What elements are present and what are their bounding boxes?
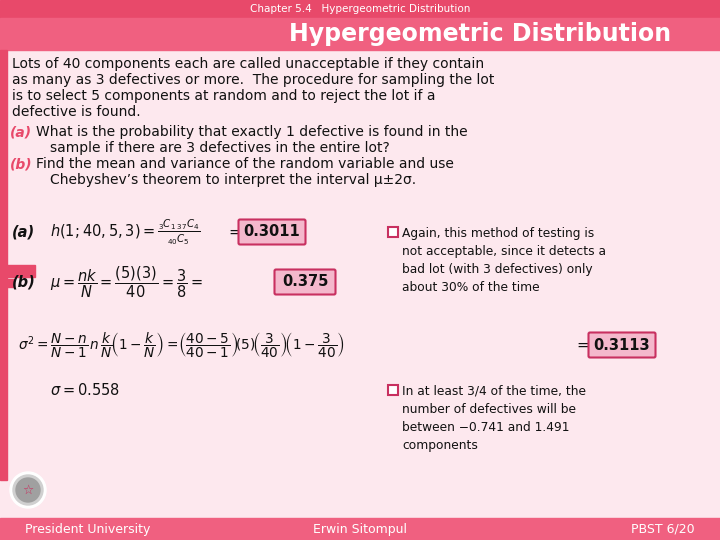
Text: (a): (a) (12, 225, 35, 240)
Bar (0, 265, 35, 277)
Text: $\sigma = 0.558$: $\sigma = 0.558$ (50, 382, 120, 398)
Bar (0, 0, 720, 18)
Text: 0.3011: 0.3011 (243, 225, 300, 240)
Circle shape (10, 472, 46, 508)
Text: PBST 6/20: PBST 6/20 (631, 523, 695, 536)
Bar (0, 279, 14, 287)
Text: $h(1;40,5,3) = \frac{_{3}C_{1}\,_{37}C_{4}}{_{40}C_{5}}$: $h(1;40,5,3) = \frac{_{3}C_{1}\,_{37}C_{… (50, 218, 200, 247)
Text: President University: President University (25, 523, 150, 536)
Text: In at least 3/4 of the time, the
number of defectives will be
between −0.741 and: In at least 3/4 of the time, the number … (402, 385, 586, 452)
Text: (b): (b) (10, 157, 32, 171)
Text: What is the probability that exactly 1 defective is found in the: What is the probability that exactly 1 d… (36, 125, 467, 139)
Bar (0, 518, 720, 540)
Circle shape (13, 475, 43, 505)
Bar (388, 227, 398, 237)
Text: Again, this method of testing is
not acceptable, since it detects a
bad lot (wit: Again, this method of testing is not acc… (402, 227, 606, 294)
Text: ☆: ☆ (22, 483, 34, 496)
Text: Chebyshev’s theorem to interpret the interval μ±2σ.: Chebyshev’s theorem to interpret the int… (50, 173, 416, 187)
Bar (0, 50, 7, 280)
Text: Erwin Sitompul: Erwin Sitompul (313, 523, 407, 536)
Text: =: = (228, 225, 240, 240)
Bar (388, 385, 398, 395)
Text: Chapter 5.4   Hypergeometric Distribution: Chapter 5.4 Hypergeometric Distribution (250, 4, 470, 14)
Text: $\mu = \dfrac{nk}{N} = \dfrac{(5)(3)}{40} = \dfrac{3}{8} =$: $\mu = \dfrac{nk}{N} = \dfrac{(5)(3)}{40… (50, 264, 203, 300)
Text: Hypergeometric Distribution: Hypergeometric Distribution (289, 22, 671, 46)
Text: Find the mean and variance of the random variable and use: Find the mean and variance of the random… (36, 157, 454, 171)
FancyBboxPatch shape (274, 269, 336, 294)
FancyBboxPatch shape (238, 219, 305, 245)
Bar (0, 18, 720, 50)
Text: as many as 3 defectives or more.  The procedure for sampling the lot: as many as 3 defectives or more. The pro… (12, 73, 495, 87)
Text: 0.3113: 0.3113 (594, 338, 650, 353)
Bar (0, 285, 7, 480)
FancyBboxPatch shape (588, 333, 655, 357)
Text: is to select 5 components at random and to reject the lot if a: is to select 5 components at random and … (12, 89, 436, 103)
Text: $\sigma^2 = \dfrac{N-n}{N-1}\,n\,\dfrac{k}{N}\!\left(1-\dfrac{k}{N}\right)= \!\l: $\sigma^2 = \dfrac{N-n}{N-1}\,n\,\dfrac{… (18, 330, 345, 360)
Text: sample if there are 3 defectives in the entire lot?: sample if there are 3 defectives in the … (50, 141, 390, 155)
Text: (a): (a) (10, 125, 32, 139)
Text: =: = (576, 338, 589, 353)
Text: 0.375: 0.375 (282, 274, 328, 289)
Text: defective is found.: defective is found. (12, 105, 140, 119)
Text: (b): (b) (12, 274, 36, 289)
Circle shape (16, 478, 40, 502)
Text: Lots of 40 components each are called unacceptable if they contain: Lots of 40 components each are called un… (12, 57, 484, 71)
